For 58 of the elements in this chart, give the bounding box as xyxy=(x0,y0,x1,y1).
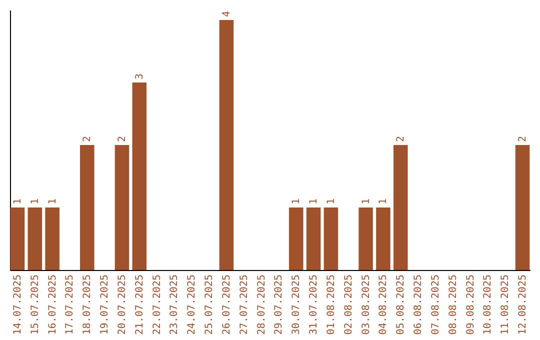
bar xyxy=(515,145,530,270)
x-tick-label: 28.07.2025 xyxy=(256,274,268,335)
x-tick-label: 01.08.2025 xyxy=(326,274,337,335)
data-label: 1 xyxy=(378,198,390,204)
x-tick-label: 03.08.2025 xyxy=(360,274,372,335)
data-label: 4 xyxy=(221,10,232,17)
bar xyxy=(288,208,304,270)
data-label: 2 xyxy=(396,136,407,142)
x-tick-label: 19.07.2025 xyxy=(100,274,111,335)
data-label: 1 xyxy=(326,198,337,204)
bar xyxy=(45,208,60,270)
x-tick-label: 29.07.2025 xyxy=(274,274,285,335)
bar xyxy=(306,208,321,270)
x-tick-label: 14.07.2025 xyxy=(12,274,24,335)
data-label: 1 xyxy=(360,198,372,204)
bar xyxy=(10,208,25,270)
x-tick-label: 05.08.2025 xyxy=(396,274,407,335)
x-tick-label: 18.07.2025 xyxy=(82,274,94,335)
data-label: 1 xyxy=(12,198,24,204)
data-label: 2 xyxy=(82,136,94,142)
x-tick-label: 09.08.2025 xyxy=(465,274,476,335)
data-label: 2 xyxy=(518,136,529,142)
bar xyxy=(376,208,390,270)
bar xyxy=(80,145,94,270)
x-tick-label: 08.08.2025 xyxy=(448,274,459,335)
bar xyxy=(114,145,130,270)
x-tick-label: 24.07.2025 xyxy=(186,274,198,335)
bar xyxy=(132,82,147,270)
x-tick-label: 11.08.2025 xyxy=(500,274,512,335)
x-tick-label: 02.08.2025 xyxy=(343,274,354,335)
x-tick-label: 23.07.2025 xyxy=(169,274,180,335)
x-tick-label: 10.08.2025 xyxy=(482,274,494,335)
bar xyxy=(324,208,338,270)
x-tick-label: 17.07.2025 xyxy=(64,274,76,335)
x-tick-label: 22.07.2025 xyxy=(152,274,163,335)
bar xyxy=(219,20,234,270)
x-tick-label: 25.07.2025 xyxy=(204,274,216,335)
x-tick-label: 15.07.2025 xyxy=(30,274,41,335)
bar xyxy=(393,145,408,270)
x-tick-label: 12.08.2025 xyxy=(518,274,529,335)
data-label: 2 xyxy=(116,136,128,142)
data-label: 1 xyxy=(308,198,320,204)
x-tick-label: 06.08.2025 xyxy=(413,274,424,335)
x-tick-label: 04.08.2025 xyxy=(378,274,390,335)
x-tick-label: 27.07.2025 xyxy=(238,274,250,335)
x-tick-label: 16.07.2025 xyxy=(47,274,58,335)
x-tick-label: 20.07.2025 xyxy=(116,274,128,335)
x-tick-label: 30.07.2025 xyxy=(291,274,302,335)
data-label: 1 xyxy=(291,198,302,204)
data-label: 3 xyxy=(134,73,146,80)
bar xyxy=(28,208,42,270)
bar xyxy=(358,208,373,270)
data-label: 1 xyxy=(30,198,41,204)
x-tick-label: 21.07.2025 xyxy=(134,274,146,335)
data-label: 1 xyxy=(47,198,58,204)
x-tick-label: 31.07.2025 xyxy=(308,274,320,335)
x-tick-label: 26.07.2025 xyxy=(221,274,232,335)
x-tick-label: 07.08.2025 xyxy=(430,274,442,335)
